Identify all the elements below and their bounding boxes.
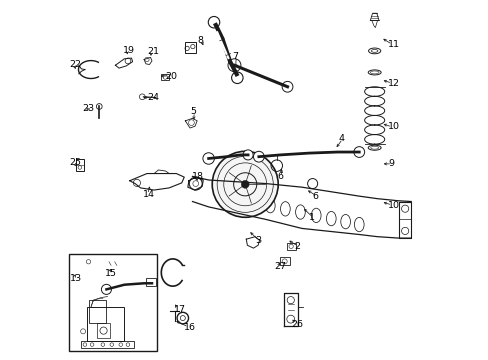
Circle shape	[227, 59, 241, 72]
Circle shape	[212, 151, 278, 217]
Text: 24: 24	[147, 93, 160, 102]
Bar	[81, 341, 134, 348]
Text: 12: 12	[387, 79, 399, 88]
Ellipse shape	[326, 211, 335, 226]
Text: 22: 22	[69, 60, 81, 69]
Text: 4: 4	[338, 134, 344, 143]
Ellipse shape	[280, 202, 290, 216]
Bar	[286, 243, 295, 250]
Bar	[146, 278, 156, 286]
Text: 5: 5	[190, 107, 196, 116]
Text: 16: 16	[184, 323, 196, 332]
Ellipse shape	[265, 198, 275, 213]
Circle shape	[253, 151, 264, 162]
Text: 20: 20	[164, 72, 177, 81]
Text: 18: 18	[191, 172, 203, 181]
Text: 17: 17	[173, 305, 185, 314]
Bar	[69, 254, 157, 351]
Circle shape	[282, 81, 292, 92]
Ellipse shape	[311, 208, 321, 222]
Circle shape	[101, 284, 111, 294]
Ellipse shape	[295, 205, 305, 219]
Bar	[76, 159, 83, 171]
Text: 10: 10	[387, 122, 399, 131]
Circle shape	[241, 180, 249, 188]
Bar	[184, 42, 196, 53]
Text: 6: 6	[312, 192, 318, 201]
Text: 8: 8	[197, 36, 203, 45]
Bar	[161, 74, 169, 80]
Text: 3: 3	[255, 237, 261, 246]
Text: 1: 1	[308, 213, 314, 222]
Text: 7: 7	[231, 52, 238, 61]
Bar	[86, 307, 124, 341]
Text: 27: 27	[273, 262, 285, 271]
Ellipse shape	[354, 217, 364, 232]
Text: 9: 9	[387, 159, 393, 168]
Text: 21: 21	[147, 47, 159, 56]
Text: 2: 2	[293, 242, 299, 251]
Ellipse shape	[340, 215, 350, 229]
Text: 23: 23	[82, 104, 94, 113]
Text: 25: 25	[69, 158, 81, 167]
Text: 19: 19	[123, 46, 135, 55]
Circle shape	[243, 150, 253, 160]
Text: 26: 26	[290, 320, 303, 329]
Text: 14: 14	[143, 190, 155, 199]
Bar	[97, 323, 110, 338]
Circle shape	[203, 153, 214, 164]
Ellipse shape	[250, 195, 260, 210]
Circle shape	[353, 147, 364, 157]
Text: 6: 6	[277, 172, 283, 181]
Ellipse shape	[221, 189, 231, 203]
Text: 13: 13	[69, 274, 81, 283]
Bar	[88, 300, 105, 323]
Bar	[279, 257, 289, 265]
Ellipse shape	[236, 192, 245, 207]
Text: 11: 11	[387, 40, 399, 49]
Text: 15: 15	[104, 269, 117, 278]
Text: 10: 10	[387, 201, 399, 210]
